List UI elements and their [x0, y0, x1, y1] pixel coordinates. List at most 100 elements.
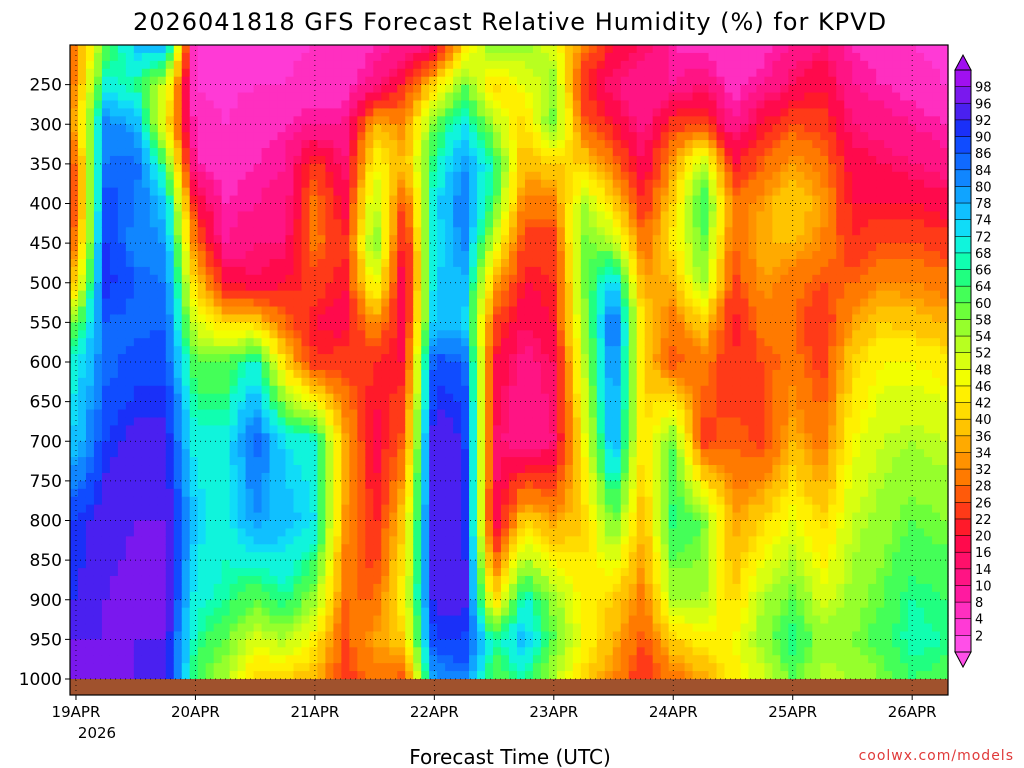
heatmap-cell [429, 568, 438, 577]
heatmap-cell [277, 155, 287, 165]
heatmap-cell [469, 211, 478, 220]
heatmap-cell [469, 92, 478, 102]
heatmap-cell [125, 552, 135, 561]
heatmap-cell [149, 488, 159, 498]
heatmap-cell [165, 100, 175, 109]
heatmap-cell [70, 362, 79, 371]
heatmap-cell [516, 60, 526, 70]
heatmap-cell [309, 227, 319, 236]
heatmap-cell [229, 512, 239, 522]
heatmap-cell [165, 330, 175, 339]
heatmap-cell [421, 385, 430, 395]
heatmap-cell [205, 655, 215, 664]
heatmap-cell [501, 504, 510, 514]
heatmap-cell [237, 623, 247, 633]
heatmap-cell [516, 536, 526, 545]
heatmap-cell [285, 417, 295, 426]
heatmap-cell [301, 441, 311, 450]
heatmap-cell [165, 219, 175, 228]
heatmap-cell [540, 488, 550, 498]
heatmap-cell [333, 148, 342, 157]
heatmap-cell [413, 60, 422, 70]
heatmap-cell [524, 449, 534, 458]
heatmap-cell [141, 76, 151, 86]
heatmap-cell [556, 227, 566, 236]
heatmap-cell [325, 322, 334, 331]
heatmap-cell [349, 187, 358, 197]
heatmap-cell [437, 536, 446, 545]
heatmap-cell [389, 195, 398, 205]
heatmap-cell [341, 52, 350, 62]
heatmap-cell [516, 433, 526, 442]
heatmap-cell [469, 330, 478, 339]
heatmap-cell [516, 512, 526, 522]
heatmap-cell [85, 76, 95, 86]
heatmap-cell [405, 100, 414, 109]
heatmap-cell [509, 433, 518, 442]
heatmap-cell [493, 663, 502, 672]
heatmap-cell [245, 552, 255, 561]
heatmap-cell [125, 338, 135, 347]
heatmap-cell [85, 583, 95, 593]
heatmap-cell [373, 393, 382, 403]
heatmap-cell [437, 449, 446, 458]
heatmap-cell [493, 607, 502, 617]
heatmap-cell [101, 60, 111, 70]
heatmap-cell [85, 179, 95, 189]
heatmap-cell [381, 488, 390, 498]
heatmap-cell [309, 377, 319, 387]
heatmap-cell [109, 639, 119, 648]
heatmap-cell [189, 465, 199, 474]
heatmap-cell [365, 599, 374, 609]
heatmap-cell [149, 647, 159, 656]
heatmap-cell [453, 187, 462, 197]
heatmap-cell [453, 195, 462, 205]
heatmap-cell [429, 148, 438, 157]
heatmap-cell [181, 496, 191, 506]
heatmap-cell [524, 512, 534, 522]
heatmap-cell [477, 607, 486, 617]
heatmap-cell [93, 179, 103, 189]
heatmap-cell [349, 583, 358, 593]
heatmap-cell [133, 163, 143, 173]
heatmap-cell [261, 330, 271, 339]
heatmap-cell [389, 68, 398, 78]
heatmap-cell [413, 449, 422, 458]
heatmap-cell [221, 108, 231, 117]
heatmap-cell [245, 631, 255, 640]
heatmap-cell [125, 274, 135, 284]
heatmap-cell [277, 68, 287, 78]
heatmap-cell [245, 290, 255, 300]
heatmap-cell [381, 92, 390, 102]
heatmap-cell [493, 528, 502, 537]
heatmap-cell [429, 290, 438, 300]
heatmap-cell [125, 195, 135, 205]
heatmap-cell [149, 671, 159, 680]
heatmap-cell [485, 354, 494, 363]
heatmap-cell [173, 100, 183, 109]
heatmap-cell [516, 544, 526, 553]
heatmap-cell [532, 607, 542, 617]
heatmap-cell [453, 465, 462, 474]
heatmap-cell [245, 124, 255, 133]
heatmap-cell [189, 393, 199, 403]
heatmap-cell [341, 274, 350, 284]
heatmap-cell [165, 655, 175, 664]
heatmap-cell [125, 251, 135, 260]
heatmap-cell [485, 92, 494, 102]
heatmap-cell [493, 377, 502, 387]
heatmap-cell [516, 520, 526, 530]
heatmap-cell [157, 354, 167, 363]
heatmap-cell [357, 568, 366, 577]
heatmap-cell [301, 575, 311, 585]
heatmap-cell [269, 155, 279, 165]
heatmap-cell [341, 211, 350, 220]
heatmap-cell [261, 591, 271, 601]
heatmap-cell [524, 76, 534, 86]
heatmap-cell [501, 76, 510, 86]
heatmap-cell [70, 60, 79, 70]
heatmap-cell [285, 274, 295, 284]
heatmap-cell [269, 599, 279, 609]
heatmap-cell [285, 369, 295, 379]
heatmap-cell [317, 322, 327, 331]
